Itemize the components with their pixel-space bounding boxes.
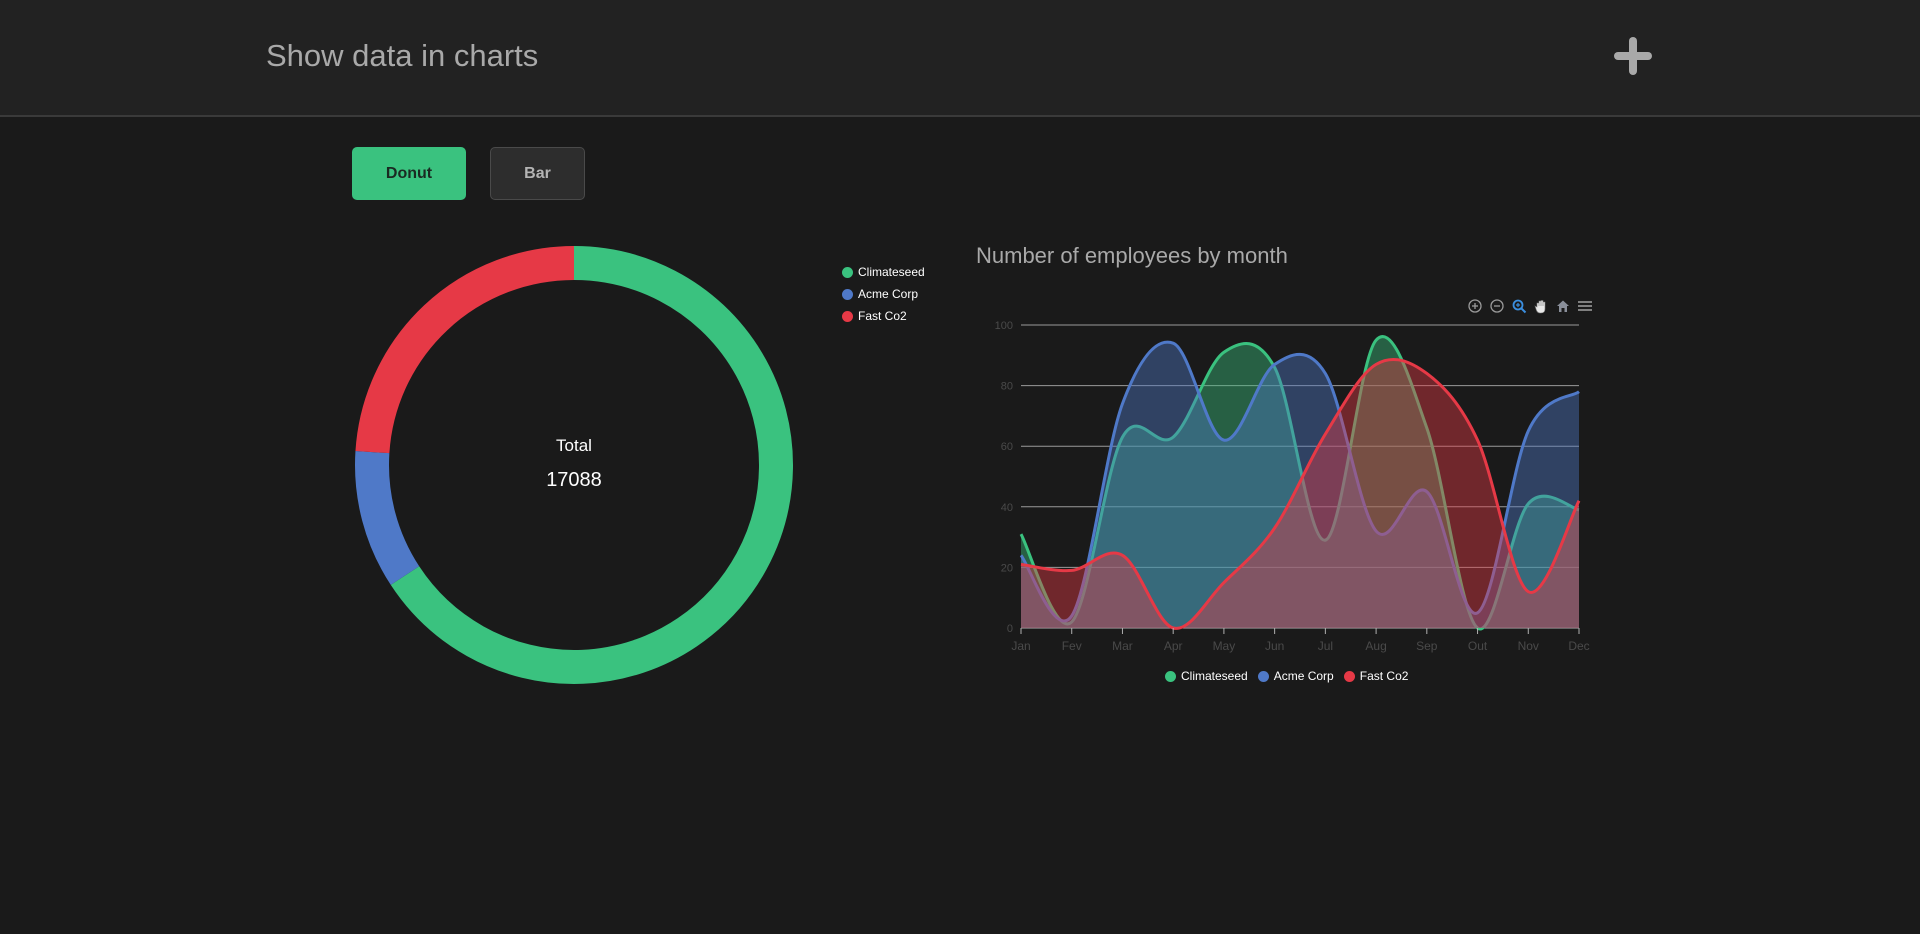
legend-marker (1165, 670, 1176, 682)
legend-item-acme-corp[interactable]: Acme Corp (842, 283, 925, 305)
legend-marker (842, 266, 853, 278)
area-legend: Climateseed Acme Corp Fast Co2 (1165, 665, 1408, 687)
y-tick-label: 80 (1001, 381, 1013, 393)
legend-label: Acme Corp (1273, 669, 1334, 683)
legend-item-fast-co2[interactable]: Fast Co2 (842, 305, 925, 327)
chart-toolbar (1466, 297, 1594, 315)
area-fill-fast-co2 (1021, 359, 1579, 629)
legend-marker (842, 310, 853, 322)
x-tick-label: Nov (1518, 639, 1539, 653)
donut-center-value: 17088 (546, 469, 602, 491)
legend-marker (1343, 670, 1355, 682)
x-tick-label: Fev (1062, 639, 1082, 653)
legend-item-climateseed[interactable]: Climateseed (1165, 665, 1248, 687)
x-tick-label: Jun (1265, 639, 1284, 653)
x-tick-label: Mar (1112, 639, 1133, 653)
donut-button[interactable]: Donut (352, 147, 466, 200)
x-tick-label: Apr (1164, 639, 1183, 653)
legend-label: Climateseed (1181, 669, 1248, 683)
x-tick-label: Jul (1318, 639, 1333, 653)
donut-legend: Climateseed Acme Corp Fast Co2 (842, 261, 925, 327)
legend-item-acme-corp[interactable]: Acme Corp (1257, 665, 1334, 687)
x-tick-label: Sep (1416, 639, 1438, 653)
series-line-climateseed[interactable] (1019, 335, 1580, 631)
donut-slice-acme-corp[interactable] (355, 451, 420, 585)
y-tick-label: 20 (1001, 562, 1013, 574)
x-tick-label: Jan (1011, 639, 1030, 653)
y-tick-label: 40 (1001, 502, 1013, 514)
legend-item-climateseed[interactable]: Climateseed (842, 261, 925, 283)
donut-slice-fast-co2[interactable] (355, 246, 575, 454)
donut-center-label: Total (556, 436, 592, 455)
y-tick-label: 0 (1007, 623, 1013, 635)
x-tick-label: Aug (1365, 639, 1386, 653)
y-tick-label: 60 (1001, 441, 1013, 453)
area-chart-title: Number of employees by month (976, 243, 1288, 268)
bar-button[interactable]: Bar (490, 147, 585, 200)
plus-icon[interactable] (1610, 33, 1656, 79)
menu-icon[interactable] (1576, 297, 1594, 315)
reset-home-icon[interactable] (1554, 297, 1572, 315)
legend-marker (1257, 670, 1269, 682)
donut-slice-climateseed[interactable] (390, 246, 793, 684)
legend-label: Fast Co2 (1359, 669, 1409, 683)
x-tick-label: Out (1468, 639, 1488, 653)
donut-chart: Total 17088 (355, 246, 793, 684)
legend-marker (842, 288, 853, 300)
zoom-in-icon[interactable] (1466, 297, 1484, 315)
y-tick-label: 100 (995, 320, 1013, 332)
x-tick-label: Dec (1568, 639, 1589, 653)
pan-icon[interactable] (1532, 297, 1550, 315)
legend-label: Fast Co2 (858, 309, 907, 323)
legend-item-fast-co2[interactable]: Fast Co2 (1343, 665, 1409, 687)
series-line-fast-co2[interactable] (1020, 358, 1581, 630)
page-title: Show data in charts (266, 38, 539, 73)
series-line-acme-corp[interactable] (1019, 340, 1580, 623)
legend-label: Climateseed (858, 265, 925, 279)
zoom-out-icon[interactable] (1488, 297, 1506, 315)
x-tick-label: May (1213, 639, 1236, 653)
selection-zoom-icon[interactable] (1510, 297, 1528, 315)
area-chart: 0 20 40 60 80 100 Jan Fev Mar Apr May Jun Jul Aug Sep… (995, 320, 1590, 653)
app-header: Show data in charts (0, 0, 1920, 117)
legend-label: Acme Corp (858, 287, 919, 301)
